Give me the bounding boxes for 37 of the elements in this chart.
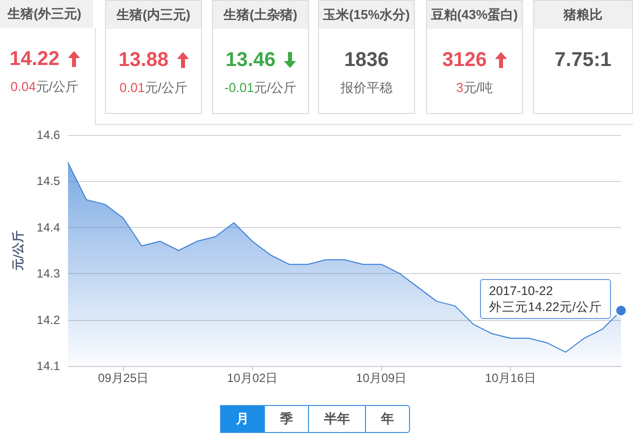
y-tick-label: 14.4 [36,220,60,234]
y-axis-title: 元/公斤 [11,230,25,272]
annotation: 2017-10-22 外三元14.22元/公斤 [480,278,611,319]
category-label: 生猪(内三元) [106,1,201,29]
text: 元/公斤 [144,80,188,95]
category-label: 玉米(15%水分) [319,1,414,29]
data-label: 0.04 [10,79,36,94]
y-tick-label: 14.1 [36,359,60,373]
x-tick-label: 10月09日 [356,371,407,385]
y-tick-label: 14.2 [36,312,60,327]
data-label: 14.22 [9,48,60,70]
category-label: 猪粮比 [534,1,632,29]
data-label: 7.75:1 [554,48,612,72]
category-label: 豆粕(43%蛋白) [427,1,522,29]
y-tick-label: 14.6 [36,128,60,142]
category-label: 生猪(外三元) [0,0,93,28]
text: 元/吨 [463,80,493,95]
x-tick-label: 10月02日 [226,371,278,385]
data-label: -0.01 [224,80,254,95]
text: 半年 [309,405,366,433]
x-tick-label: 10月16日 [485,371,536,385]
category-label: 生猪(土杂猪) [213,1,308,29]
data-label: 0.01 [120,80,145,95]
data-label: 1836 [344,48,389,72]
text: 年 [366,405,410,433]
text: 元/公斤 [254,80,297,95]
text: 季 [265,405,309,433]
data-label: 3 [456,80,464,95]
y-tick-label: 14.5 [36,174,60,188]
y-tick-label: 14.3 [36,266,60,281]
text: 报价平稳 [340,80,392,95]
data-label: 13.88 [118,48,169,72]
data-label: 3126 [442,48,487,72]
data-label: 13.46 [225,48,276,72]
text: 元/公斤 [36,79,78,94]
x-tick-label: 09月25日 [98,371,149,385]
text: 月 [220,405,265,433]
